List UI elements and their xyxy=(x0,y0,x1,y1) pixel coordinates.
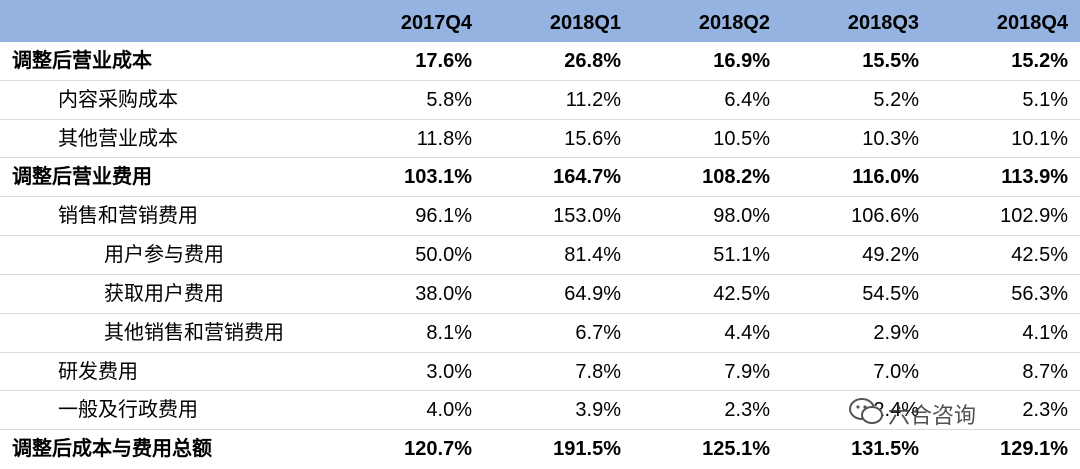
value-cell: 116.0% xyxy=(852,166,919,189)
row-label: 调整后营业成本 xyxy=(12,50,152,72)
row-label: 其他销售和营销费用 xyxy=(104,321,284,344)
row-label: 一般及行政费用 xyxy=(58,399,198,422)
value-cell: 6.4% xyxy=(724,88,770,111)
column-header: 2017Q4 xyxy=(400,12,472,34)
column-header: 2018Q1 xyxy=(549,12,621,34)
value-cell: 5.2% xyxy=(873,88,919,111)
value-cell: 15.6% xyxy=(564,127,621,150)
value-cell: 96.1% xyxy=(415,205,472,228)
table-row: 内容采购成本 5.8% 11.2% 6.4% 5.2% 5.1% xyxy=(0,81,1080,120)
value-cell: 10.5% xyxy=(713,127,770,150)
value-cell: 2.3% xyxy=(724,399,770,422)
value-cell: 15.2% xyxy=(1011,50,1068,72)
column-header: 2018Q4 xyxy=(996,12,1068,34)
value-cell: 103.1% xyxy=(404,166,472,189)
value-cell: 50.0% xyxy=(415,244,472,267)
table-row: 获取用户费用 38.0% 64.9% 42.5% 54.5% 56.3% xyxy=(0,275,1080,314)
row-label: 销售和营销费用 xyxy=(58,205,198,228)
row-label: 内容采购成本 xyxy=(58,88,178,111)
value-cell: 2.9% xyxy=(873,321,919,344)
value-cell: 108.2% xyxy=(702,166,770,189)
value-cell: 10.1% xyxy=(1011,127,1068,150)
value-cell: 4.0% xyxy=(426,399,472,422)
table-row: 一般及行政费用 4.0% 3.9% 2.3% 2.4% 2.3% xyxy=(0,391,1080,431)
table-row: 用户参与费用 50.0% 81.4% 51.1% 49.2% 42.5% xyxy=(0,236,1080,275)
value-cell: 164.7% xyxy=(553,166,621,189)
value-cell: 3.0% xyxy=(426,360,472,383)
value-cell: 5.1% xyxy=(1022,88,1068,111)
watermark: 六合咨询 xyxy=(888,403,977,428)
row-label: 用户参与费用 xyxy=(104,244,224,267)
column-header: 2018Q2 xyxy=(698,12,770,34)
value-cell: 125.1% xyxy=(702,438,770,461)
value-cell: 5.8% xyxy=(426,88,472,111)
value-cell: 98.0% xyxy=(713,205,770,228)
row-label: 其他营业成本 xyxy=(58,127,178,150)
value-cell: 191.5% xyxy=(553,438,621,461)
table-row: 调整后成本与费用总额 120.7% 191.5% 125.1% 131.5% 129.1% xyxy=(0,430,1080,469)
value-cell: 11.8% xyxy=(416,127,472,150)
value-cell: 8.1% xyxy=(426,321,472,344)
table-row: 其他营业成本 11.8% 15.6% 10.5% 10.3% 10.1% xyxy=(0,120,1080,159)
value-cell: 102.9% xyxy=(1000,205,1068,228)
value-cell: 56.3% xyxy=(1011,282,1068,305)
value-cell: 11.2% xyxy=(565,88,621,111)
value-cell: 3.9% xyxy=(575,399,621,422)
table-row: 调整后营业费用 103.1% 164.7% 108.2% 116.0% 113.9% xyxy=(0,158,1080,198)
value-cell: 4.1% xyxy=(1022,321,1068,344)
value-cell: 26.8% xyxy=(564,50,621,72)
value-cell: 7.0% xyxy=(873,360,919,383)
value-cell: 131.5% xyxy=(851,438,919,461)
value-cell: 64.9% xyxy=(564,282,621,305)
value-cell: 2.4% xyxy=(873,399,919,422)
value-cell: 16.9% xyxy=(713,50,770,72)
watermark-icon xyxy=(849,398,883,424)
value-cell: 15.5% xyxy=(862,50,919,72)
table-row: 销售和营销费用 96.1% 153.0% 98.0% 106.6% 102.9% xyxy=(0,197,1080,237)
value-cell: 6.7% xyxy=(575,321,621,344)
value-cell: 8.7% xyxy=(1022,360,1068,383)
table-row: 其他销售和营销费用 8.1% 6.7% 4.4% 2.9% 4.1% xyxy=(0,314,1080,353)
value-cell: 81.4% xyxy=(564,244,621,267)
value-cell: 7.9% xyxy=(724,360,770,383)
header-row: 2017Q4 2018Q1 2018Q2 2018Q3 2018Q4 xyxy=(0,0,1080,42)
value-cell: 51.1% xyxy=(713,244,770,267)
table-row: 调整后营业成本 17.6% 26.8% 16.9% 15.5% 15.2% xyxy=(0,42,1080,81)
table-row: 研发费用 3.0% 7.8% 7.9% 7.0% 8.7% xyxy=(0,353,1080,392)
row-label: 获取用户费用 xyxy=(104,282,224,305)
value-cell: 38.0% xyxy=(415,282,472,305)
value-cell: 49.2% xyxy=(862,244,919,267)
value-cell: 129.1% xyxy=(1000,438,1068,461)
row-label: 研发费用 xyxy=(58,360,138,383)
value-cell: 120.7% xyxy=(404,438,472,461)
value-cell: 42.5% xyxy=(713,282,770,305)
row-label: 调整后营业费用 xyxy=(12,166,152,189)
value-cell: 10.3% xyxy=(862,127,919,150)
value-cell: 153.0% xyxy=(553,205,621,228)
value-cell: 54.5% xyxy=(862,282,919,305)
value-cell: 2.3% xyxy=(1022,399,1068,422)
value-cell: 7.8% xyxy=(575,360,621,383)
value-cell: 106.6% xyxy=(851,205,919,228)
value-cell: 113.9% xyxy=(1001,166,1068,189)
column-header: 2018Q3 xyxy=(847,12,919,34)
value-cell: 4.4% xyxy=(724,321,770,344)
value-cell: 17.6% xyxy=(415,50,472,72)
row-label: 调整后成本与费用总额 xyxy=(12,438,212,461)
value-cell: 42.5% xyxy=(1011,244,1068,267)
